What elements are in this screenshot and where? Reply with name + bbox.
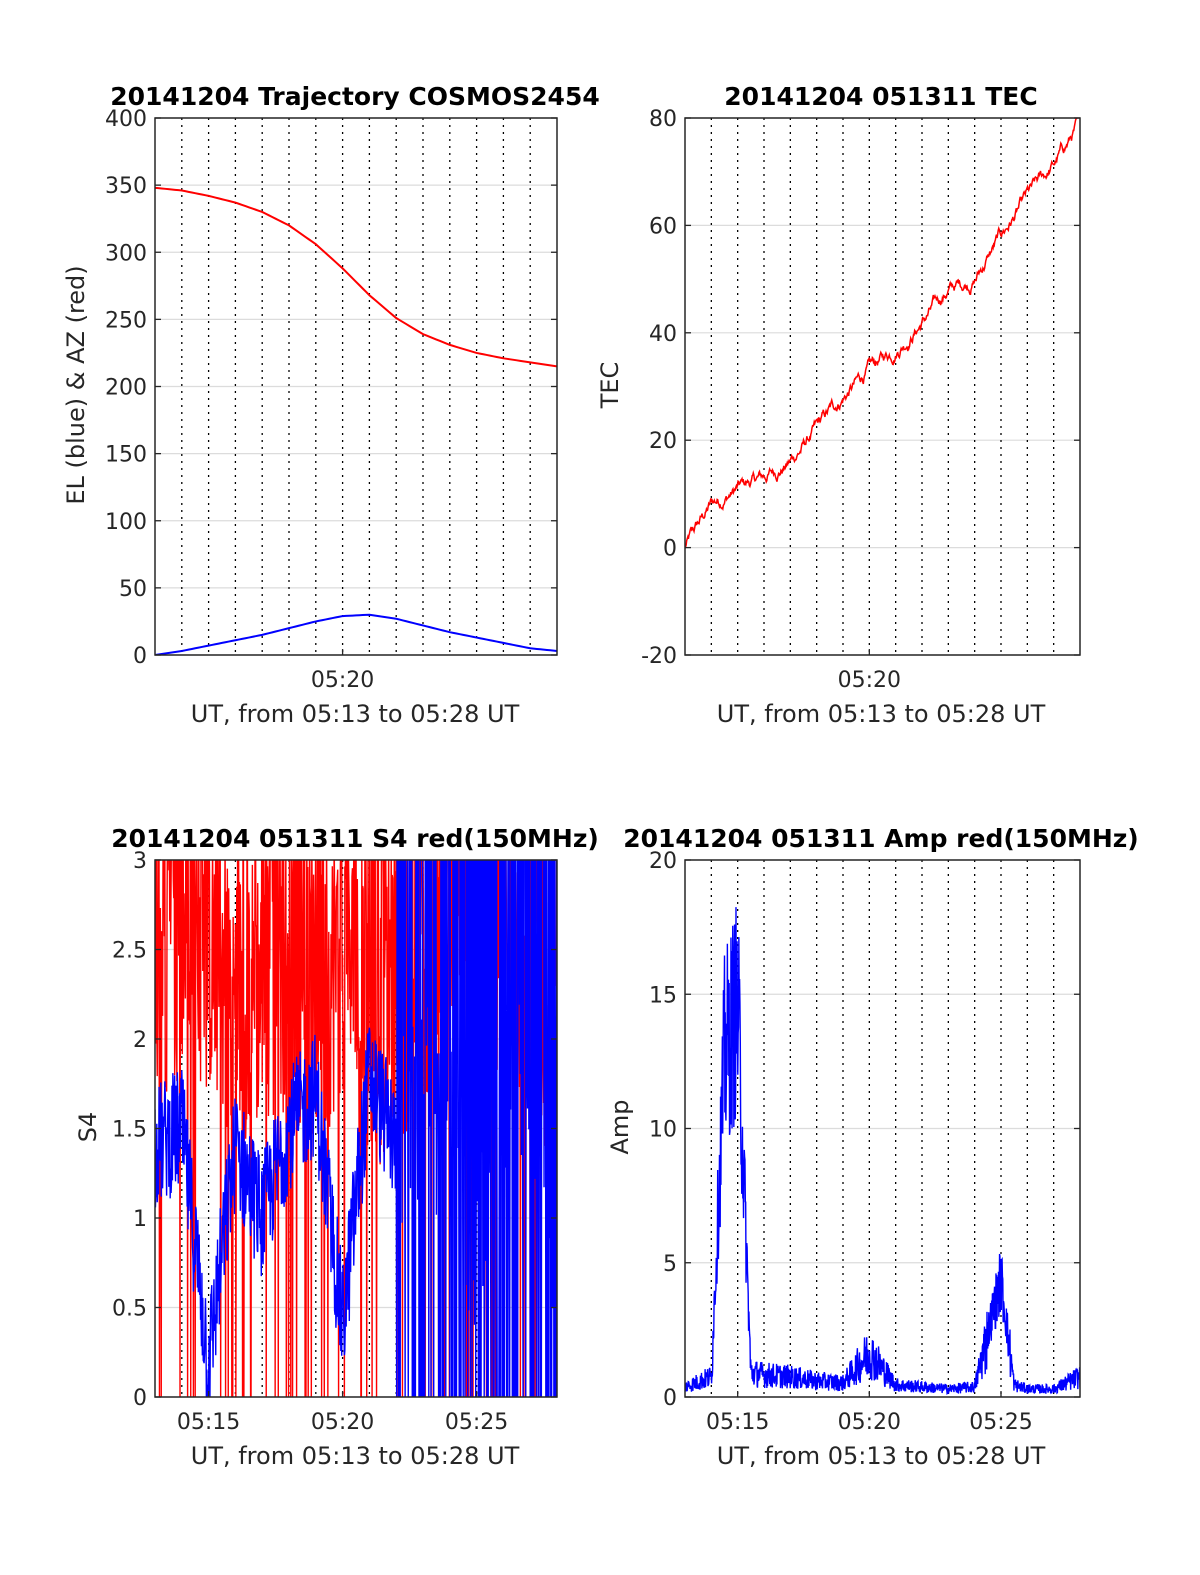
y-tick-label: 60 bbox=[649, 214, 677, 239]
y-tick-label: 3 bbox=[133, 849, 147, 874]
y-tick-label: 200 bbox=[105, 376, 147, 401]
tec-xlabel: UT, from 05:13 to 05:28 UT bbox=[717, 700, 1046, 728]
series-line bbox=[685, 118, 1078, 549]
y-tick-label: 1.5 bbox=[112, 1118, 147, 1143]
x-tick-label: 05:20 bbox=[838, 1410, 901, 1435]
y-tick-label: 250 bbox=[105, 308, 147, 333]
y-tick-label: 20 bbox=[649, 429, 677, 454]
y-tick-label: 5 bbox=[663, 1252, 677, 1277]
amp-xlabel: UT, from 05:13 to 05:28 UT bbox=[717, 1442, 1046, 1470]
y-tick-label: 2 bbox=[133, 1028, 147, 1053]
x-tick-label: 05:20 bbox=[311, 1410, 374, 1435]
y-tick-label: 150 bbox=[105, 443, 147, 468]
trajectory-title: 20141204 Trajectory COSMOS2454 bbox=[110, 82, 600, 111]
y-tick-label: -20 bbox=[641, 644, 677, 669]
s4-xlabel: UT, from 05:13 to 05:28 UT bbox=[191, 1442, 520, 1470]
tec-title: 20141204 051311 TEC bbox=[724, 82, 1037, 111]
y-tick-label: 100 bbox=[105, 510, 147, 535]
x-tick-label: 05:20 bbox=[838, 668, 901, 693]
x-tick-label: 05:15 bbox=[706, 1410, 769, 1435]
series-line bbox=[155, 860, 557, 1397]
amp-title: 20141204 051311 Amp red(150MHz) bbox=[623, 824, 1139, 853]
y-tick-label: 50 bbox=[119, 577, 147, 602]
y-tick-label: 0 bbox=[663, 537, 677, 562]
series-group bbox=[685, 907, 1080, 1396]
series-group bbox=[155, 860, 557, 1397]
panel-s4: 20141204 051311 S4 red(150MHz) UT, from … bbox=[74, 824, 599, 1470]
panel-tec: 20141204 051311 TEC UT, from 05:13 to 05… bbox=[596, 82, 1081, 728]
y-tick-label: 80 bbox=[649, 107, 677, 132]
series-group bbox=[155, 186, 557, 655]
axes-frame bbox=[684, 117, 1081, 656]
amp-ylabel: Amp bbox=[606, 1099, 634, 1154]
x-tick-label: 05:25 bbox=[969, 1410, 1032, 1435]
series-line bbox=[155, 613, 557, 655]
y-tick-label: 350 bbox=[105, 174, 147, 199]
y-tick-label: 0 bbox=[663, 1386, 677, 1411]
y-tick-label: 15 bbox=[649, 983, 677, 1008]
trajectory-ylabel: EL (blue) & AZ (red) bbox=[62, 265, 90, 504]
y-tick-label: 20 bbox=[649, 849, 677, 874]
s4-title: 20141204 051311 S4 red(150MHz) bbox=[111, 824, 599, 853]
y-tick-label: 0 bbox=[133, 644, 147, 669]
series-line bbox=[685, 907, 1080, 1396]
series-line bbox=[155, 860, 557, 1397]
series-group bbox=[685, 118, 1078, 549]
x-tick-label: 05:25 bbox=[445, 1410, 508, 1435]
y-tick-label: 40 bbox=[649, 322, 677, 347]
s4-ylabel: S4 bbox=[74, 1112, 102, 1143]
y-tick-label: 2.5 bbox=[112, 939, 147, 964]
y-tick-label: 400 bbox=[105, 107, 147, 132]
y-tick-label: 0.5 bbox=[112, 1297, 147, 1322]
y-tick-label: 300 bbox=[105, 241, 147, 266]
trajectory-xlabel: UT, from 05:13 to 05:28 UT bbox=[191, 700, 520, 728]
y-tick-label: 0 bbox=[133, 1386, 147, 1411]
series-line bbox=[155, 186, 557, 368]
panel-trajectory: 20141204 Trajectory COSMOS2454 UT, from … bbox=[62, 82, 600, 728]
x-tick-label: 05:15 bbox=[177, 1410, 240, 1435]
panel-amp: 20141204 051311 Amp red(150MHz) UT, from… bbox=[606, 824, 1139, 1470]
y-tick-label: 10 bbox=[649, 1118, 677, 1143]
tec-ylabel: TEC bbox=[596, 362, 624, 410]
y-tick-label: 1 bbox=[133, 1207, 147, 1232]
x-tick-label: 05:20 bbox=[311, 668, 374, 693]
